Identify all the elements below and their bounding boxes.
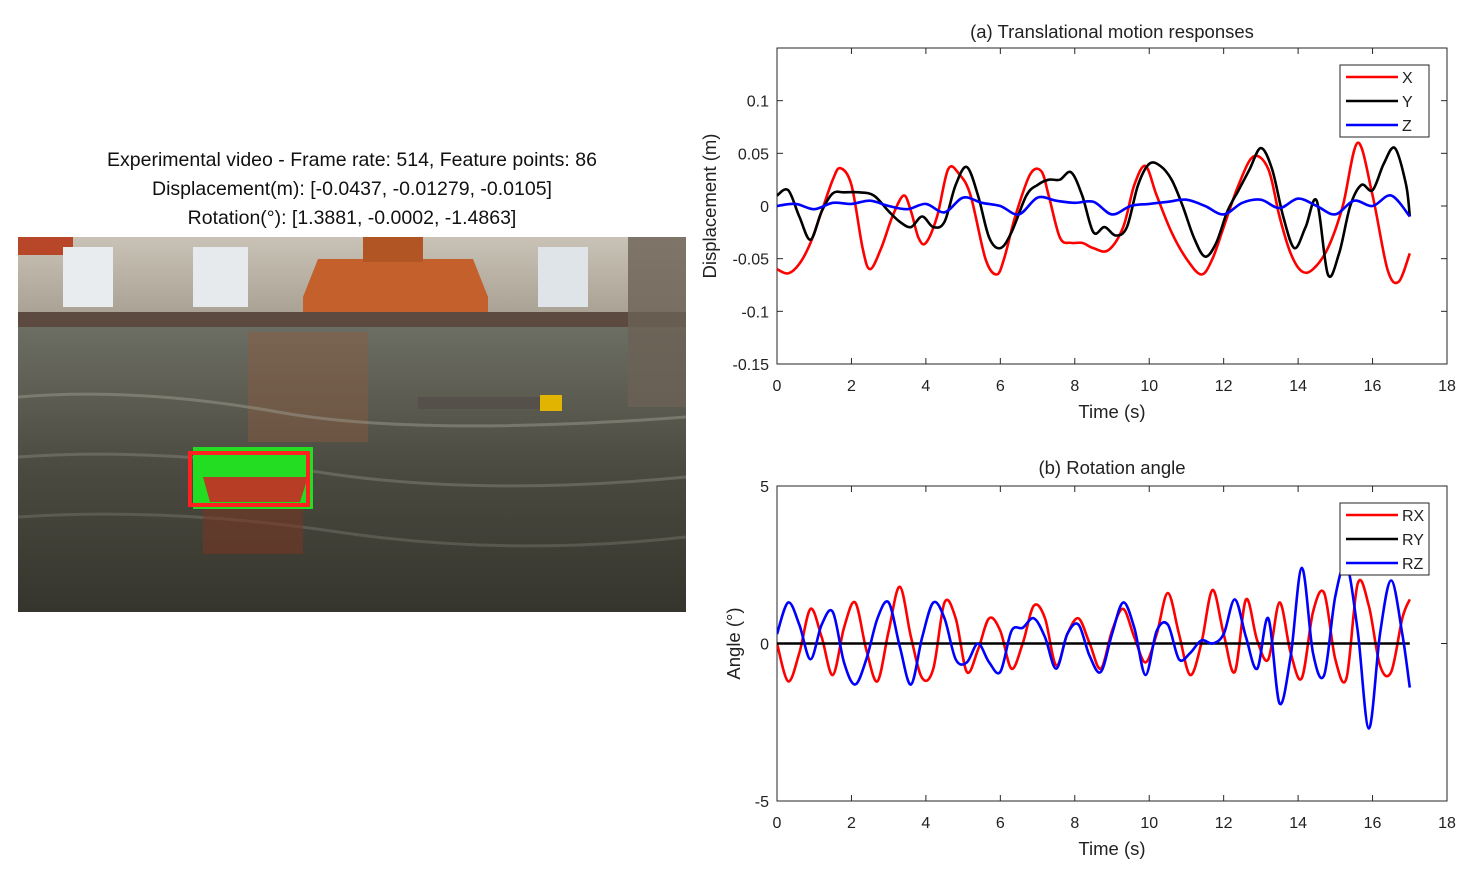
legend-label-x: X	[1402, 70, 1413, 87]
x-tick-label: 2	[847, 815, 856, 832]
y-tick-label: -0.15	[733, 357, 770, 374]
y-tick-label: 0	[760, 637, 769, 654]
crane-top	[363, 237, 423, 262]
x-tick-label: 18	[1438, 378, 1456, 395]
series-line-rz	[777, 562, 1412, 730]
x-tick-label: 10	[1140, 815, 1158, 832]
ship-model	[203, 477, 308, 502]
y-tick-label: -0.05	[733, 252, 770, 269]
x-tick-label: 8	[1070, 815, 1079, 832]
caption-frame-rate: Experimental video - Frame rate: 514, Fe…	[107, 149, 597, 171]
series-line-y	[777, 146, 1412, 278]
measurement-beam	[418, 397, 553, 409]
y-tick-label: -0.1	[741, 304, 769, 321]
chart-title: (a) Translational motion responses	[970, 21, 1254, 42]
tracking-box	[188, 451, 310, 507]
x-tick-label: 18	[1438, 815, 1456, 832]
x-tick-label: 6	[996, 378, 1005, 395]
y-tick-label: -5	[755, 794, 769, 811]
x-tick-label: 10	[1140, 378, 1158, 395]
crane-reflection	[248, 332, 368, 442]
y-axis-label: Displacement (m)	[699, 134, 720, 279]
window-right	[538, 247, 588, 307]
x-axis-label: Time (s)	[1078, 401, 1145, 422]
y-axis-label: Angle (°)	[723, 607, 744, 679]
x-tick-label: 0	[773, 815, 782, 832]
caption-displacement: Displacement(m): [-0.0437, -0.01279, -0.…	[152, 178, 552, 200]
caption-rotation: Rotation(°): [1.3881, -0.0002, -1.4863]	[187, 207, 517, 229]
chart-0: 0 2 4 6 8 10 12 14 16 18 -0.15 -0.1 -0.05 0 0.05 0.1 (a)…	[699, 21, 1456, 422]
x-tick-label: 12	[1215, 378, 1233, 395]
legend-label-y: Y	[1402, 94, 1413, 111]
legend-label-rx: RX	[1402, 508, 1425, 525]
series-line-z	[777, 194, 1411, 218]
chart-title: (b) Rotation angle	[1038, 457, 1185, 478]
legend-label-rz: RZ	[1402, 556, 1424, 573]
ship-reflection	[203, 509, 303, 554]
y-tick-label: 0.05	[738, 146, 769, 163]
y-tick-label: 5	[760, 479, 769, 496]
x-tick-label: 14	[1289, 378, 1307, 395]
x-tick-label: 16	[1364, 815, 1382, 832]
support-structure	[628, 237, 686, 407]
x-tick-label: 2	[847, 378, 856, 395]
x-axis-label: Time (s)	[1078, 838, 1145, 859]
experimental-video-frame	[18, 237, 686, 612]
x-tick-label: 6	[996, 815, 1005, 832]
gantry-crane	[303, 259, 488, 317]
chart-1: 0 2 4 6 8 10 12 14 16 18-505(b) Rotation angleTim…	[723, 457, 1456, 859]
basin-rail	[18, 312, 686, 330]
water-surface	[18, 327, 686, 612]
x-tick-label: 12	[1215, 815, 1233, 832]
x-tick-label: 0	[773, 378, 782, 395]
y-tick-label: 0.1	[747, 94, 769, 111]
x-tick-label: 14	[1289, 815, 1307, 832]
x-tick-label: 16	[1364, 378, 1382, 395]
x-tick-label: 4	[921, 378, 930, 395]
legend-label-z: Z	[1402, 118, 1412, 135]
series-line-x	[777, 141, 1412, 285]
plots-area: 0 2 4 6 8 10 12 14 16 18 -0.15 -0.1 -0.05 0 0.05 0.1 (a)…	[699, 21, 1456, 859]
crane-left	[18, 237, 73, 255]
x-tick-label: 4	[921, 815, 930, 832]
yellow-marker	[540, 395, 562, 411]
window-left	[63, 247, 113, 307]
y-tick-label: 0	[760, 199, 769, 216]
video-caption: Experimental video - Frame rate: 514, Fe…	[18, 146, 686, 233]
legend-label-ry: RY	[1402, 532, 1424, 549]
window-center	[193, 247, 248, 307]
x-tick-label: 8	[1070, 378, 1079, 395]
